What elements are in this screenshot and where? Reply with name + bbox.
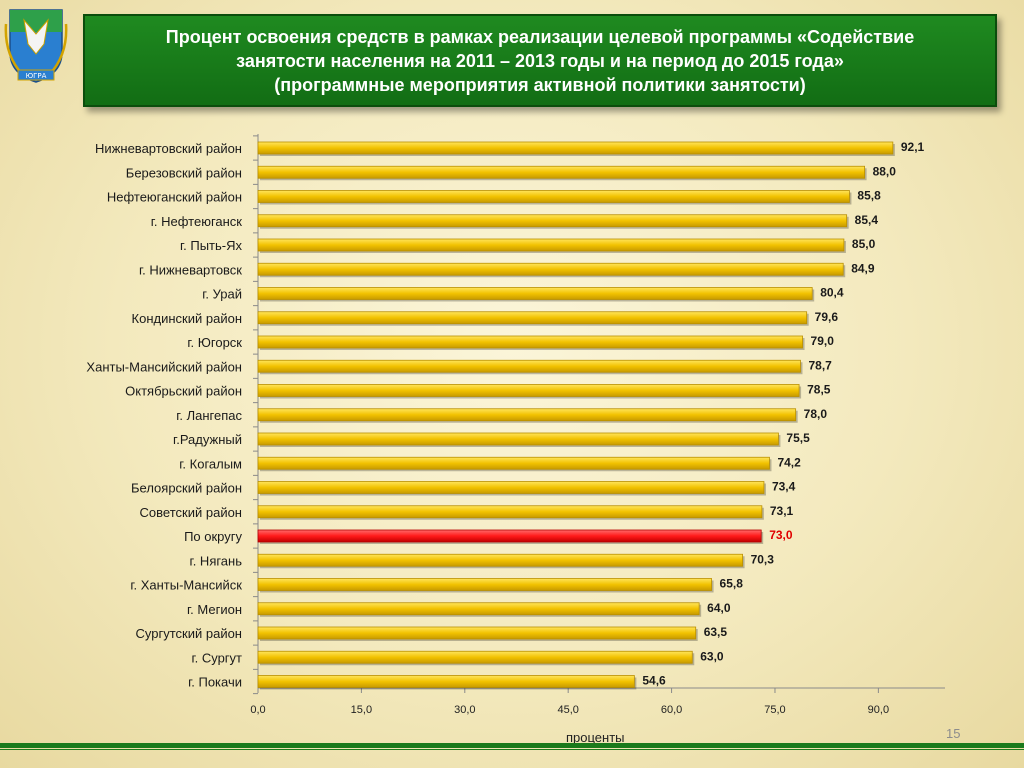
slide-number: 15 <box>946 726 961 741</box>
x-tick-label: 15,0 <box>351 704 372 716</box>
data-label: 74,2 <box>777 455 801 469</box>
data-label: 65,8 <box>720 577 744 591</box>
data-label: 78,7 <box>808 358 832 372</box>
bar <box>257 384 800 397</box>
data-label: 79,6 <box>815 310 839 324</box>
data-label: 70,3 <box>751 552 775 566</box>
data-label: 63,0 <box>700 649 724 663</box>
x-tick-label: 0,0 <box>250 704 265 716</box>
x-tick-label: 90,0 <box>868 704 889 716</box>
footer-divider <box>0 743 1024 748</box>
bar <box>257 650 693 664</box>
category-label: Березовский район <box>126 165 242 180</box>
bar <box>257 311 808 325</box>
data-label: 80,4 <box>820 286 844 300</box>
category-label: г. Нефтеюганск <box>151 214 243 229</box>
data-label: 78,0 <box>804 407 828 421</box>
data-label: 54,6 <box>642 674 666 688</box>
category-label: г. Нягань <box>190 553 243 568</box>
data-label: 88,0 <box>873 164 897 178</box>
bar <box>257 359 801 373</box>
bar <box>257 287 813 300</box>
title-line-3: (программные мероприятия активной полити… <box>274 74 806 95</box>
category-label: г.Радужный <box>173 432 242 447</box>
bar <box>257 214 848 228</box>
bar <box>257 602 700 616</box>
category-label: Сургутский район <box>136 626 242 641</box>
x-tick-label: 45,0 <box>557 704 578 716</box>
category-label: Нефтеюганский район <box>107 190 242 205</box>
bar <box>257 262 844 276</box>
data-label: 63,5 <box>704 625 728 639</box>
bar <box>257 553 743 567</box>
footer-divider-thin <box>0 749 1024 750</box>
bar <box>257 335 803 349</box>
bar <box>257 505 763 519</box>
category-label: г. Мегион <box>187 602 242 617</box>
data-label: 79,0 <box>811 334 835 348</box>
bar <box>257 238 845 252</box>
data-label: 64,0 <box>707 601 731 615</box>
category-label: Советский район <box>140 505 242 520</box>
category-label: Ханты-Мансийский район <box>86 359 242 374</box>
x-tick-label: 60,0 <box>661 704 682 716</box>
emblem-caption: ЮГРА <box>26 72 47 80</box>
data-label: 92,1 <box>901 140 925 154</box>
x-axis-label: проценты <box>566 730 625 745</box>
category-label: Октябрьский район <box>125 384 242 399</box>
data-label: 78,5 <box>807 383 831 397</box>
title-line-2: занятости населения на 2011 – 2013 годы … <box>236 50 844 71</box>
category-label: Нижневартовский район <box>95 141 242 156</box>
category-label: г. Пыть-Ях <box>180 238 243 253</box>
bar <box>257 432 779 446</box>
category-label: По округу <box>184 529 242 544</box>
x-tick-label: 75,0 <box>764 704 785 716</box>
category-label: г. Нижневартовск <box>139 262 242 277</box>
bar <box>257 675 635 688</box>
data-label: 73,1 <box>770 504 794 518</box>
data-label: 85,8 <box>857 189 881 203</box>
data-label: 75,5 <box>786 431 810 445</box>
bar <box>257 578 712 591</box>
coat-of-arms-icon: ЮГРА <box>4 9 68 83</box>
data-label: 85,0 <box>852 237 876 251</box>
category-label: Кондинский район <box>132 311 242 326</box>
category-label: г. Ханты-Мансийск <box>130 578 242 593</box>
bar <box>257 165 865 179</box>
data-label: 73,4 <box>772 480 796 494</box>
category-label: г. Урай <box>202 287 242 302</box>
bar-highlight <box>257 529 762 543</box>
category-label: г. Когалым <box>179 456 242 471</box>
bar <box>257 456 770 470</box>
title-banner: Процент освоения средств в рамках реализ… <box>83 14 997 107</box>
bar <box>257 481 765 494</box>
bar <box>257 408 797 422</box>
category-label: г. Сургут <box>191 650 242 665</box>
data-label: 84,9 <box>851 261 875 275</box>
bar <box>257 626 697 640</box>
x-tick-label: 30,0 <box>454 704 475 716</box>
data-label: 85,4 <box>855 213 879 227</box>
category-label: г. Югорск <box>187 335 242 350</box>
category-label: г. Покачи <box>188 675 242 690</box>
bar <box>257 141 894 155</box>
title-line-1: Процент освоения средств в рамках реализ… <box>165 26 915 47</box>
bar <box>257 190 850 203</box>
category-label: г. Лангепас <box>176 408 242 423</box>
data-label: 73,0 <box>769 528 793 542</box>
category-label: Белоярский район <box>131 481 242 496</box>
